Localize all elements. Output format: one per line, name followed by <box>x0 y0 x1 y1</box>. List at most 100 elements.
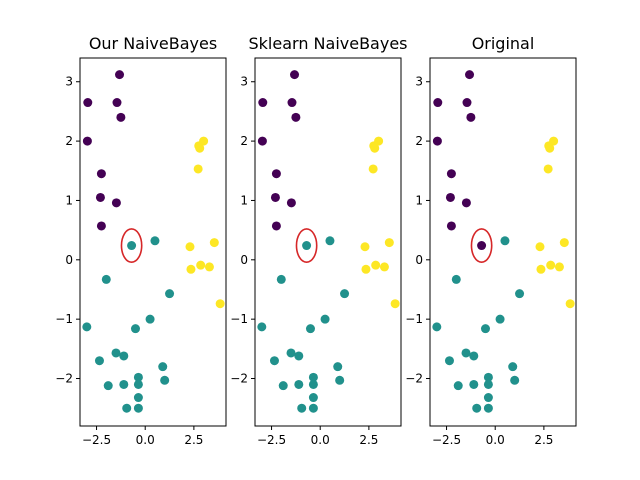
scatter-point <box>158 362 168 372</box>
scatter-point <box>82 136 92 146</box>
scatter-point <box>209 238 219 248</box>
x-tick-label: 0.0 <box>136 433 155 447</box>
y-tick-label: 1 <box>65 193 73 207</box>
scatter-point <box>472 403 482 413</box>
highlight-ring <box>295 228 318 263</box>
scatter-point <box>116 112 126 122</box>
scatter-points <box>432 70 575 413</box>
subplot-title: Our NaiveBayes <box>89 34 217 53</box>
scatter-point <box>308 403 318 413</box>
scatter-point <box>119 351 129 361</box>
highlight-ring <box>470 228 493 263</box>
scatter-point <box>508 362 518 372</box>
scatter-point <box>446 221 456 231</box>
scatter-point <box>145 314 155 324</box>
scatter-point <box>536 264 546 274</box>
y-tick-label: −1 <box>55 312 73 326</box>
scatter-point <box>291 112 301 122</box>
x-tick-label: 2.5 <box>359 433 378 447</box>
scatter-point <box>308 393 318 403</box>
scatter-point <box>115 70 125 80</box>
scatter-point <box>465 70 475 80</box>
subplot-title: Sklearn NaiveBayes <box>249 34 408 53</box>
scatter-point <box>461 348 471 358</box>
y-axis-ticks: −2 −1 0 1 2 3 <box>230 75 255 386</box>
scatter-point <box>500 236 510 246</box>
scatter-point <box>193 164 203 174</box>
scatter-point <box>446 169 456 179</box>
x-tick-label: −2.5 <box>257 433 286 447</box>
y-tick-label: 3 <box>65 75 73 89</box>
scatter-point <box>133 379 143 389</box>
scatter-point <box>510 375 520 385</box>
x-tick-label: 0.0 <box>311 433 330 447</box>
scatter-point <box>204 262 214 272</box>
y-tick-label: 2 <box>240 134 248 148</box>
scatter-point <box>269 356 279 366</box>
scatter-point <box>483 393 493 403</box>
scatter-point <box>308 379 318 389</box>
scatter-point <box>368 164 378 174</box>
scatter-point <box>384 238 394 248</box>
scatter-point <box>535 242 545 252</box>
scatter-point <box>119 379 129 389</box>
scatter-point <box>133 393 143 403</box>
scatter-point <box>495 314 505 324</box>
scatter-point <box>483 372 493 382</box>
x-axis-ticks: −2.5 0.0 2.5 <box>82 426 203 447</box>
scatter-point <box>150 236 160 246</box>
highlight-ring <box>120 228 143 263</box>
scatter-point <box>462 98 472 108</box>
scatter-point <box>94 356 104 366</box>
x-tick-label: −2.5 <box>432 433 461 447</box>
y-tick-label: −2 <box>230 372 248 386</box>
subplot-our-naivebayes: Our NaiveBayes −2.5 0.0 2.5 −2 −1 0 1 2 3 <box>55 34 227 447</box>
x-tick-label: 2.5 <box>534 433 553 447</box>
scatter-point <box>95 192 105 202</box>
scatter-point <box>302 241 312 251</box>
axes-frame <box>79 57 227 427</box>
scatter-points <box>257 70 400 413</box>
scatter-point <box>122 403 132 413</box>
scatter-point <box>515 289 525 299</box>
axes-frame <box>254 57 402 427</box>
x-tick-label: −2.5 <box>82 433 111 447</box>
scatter-point <box>101 274 111 284</box>
x-tick-label: 2.5 <box>184 433 203 447</box>
scatter-point <box>480 324 490 334</box>
scatter-point <box>165 289 175 299</box>
scatter-point <box>469 379 479 389</box>
scatter-point <box>196 260 206 270</box>
scatter-point <box>111 198 121 208</box>
scatter-point <box>130 324 140 334</box>
scatter-point <box>112 98 122 108</box>
scatter-point <box>305 324 315 334</box>
scatter-point <box>133 403 143 413</box>
scatter-point <box>294 351 304 361</box>
scatter-point <box>371 260 381 270</box>
scatter-point <box>360 242 370 252</box>
scatter-point <box>308 372 318 382</box>
scatter-point <box>294 379 304 389</box>
y-tick-label: 2 <box>415 134 423 148</box>
y-tick-label: 0 <box>65 253 73 267</box>
scatter-point <box>554 262 564 272</box>
scatter-point <box>276 274 286 284</box>
scatter-point <box>432 322 442 332</box>
subplot-original: Original −2.5 0.0 2.5 −2 −1 0 1 2 3 <box>405 34 577 447</box>
scatter-point <box>445 192 455 202</box>
scatter-point <box>270 192 280 202</box>
scatter-point <box>370 143 380 153</box>
y-tick-label: 0 <box>240 253 248 267</box>
scatter-point <box>483 379 493 389</box>
y-tick-label: 3 <box>240 75 248 89</box>
scatter-point <box>546 260 556 270</box>
scatter-point <box>335 375 345 385</box>
scatter-point <box>271 169 281 179</box>
y-axis-ticks: −2 −1 0 1 2 3 <box>55 75 80 386</box>
scatter-point <box>340 289 350 299</box>
scatter-point <box>325 236 335 246</box>
scatter-point <box>96 169 106 179</box>
